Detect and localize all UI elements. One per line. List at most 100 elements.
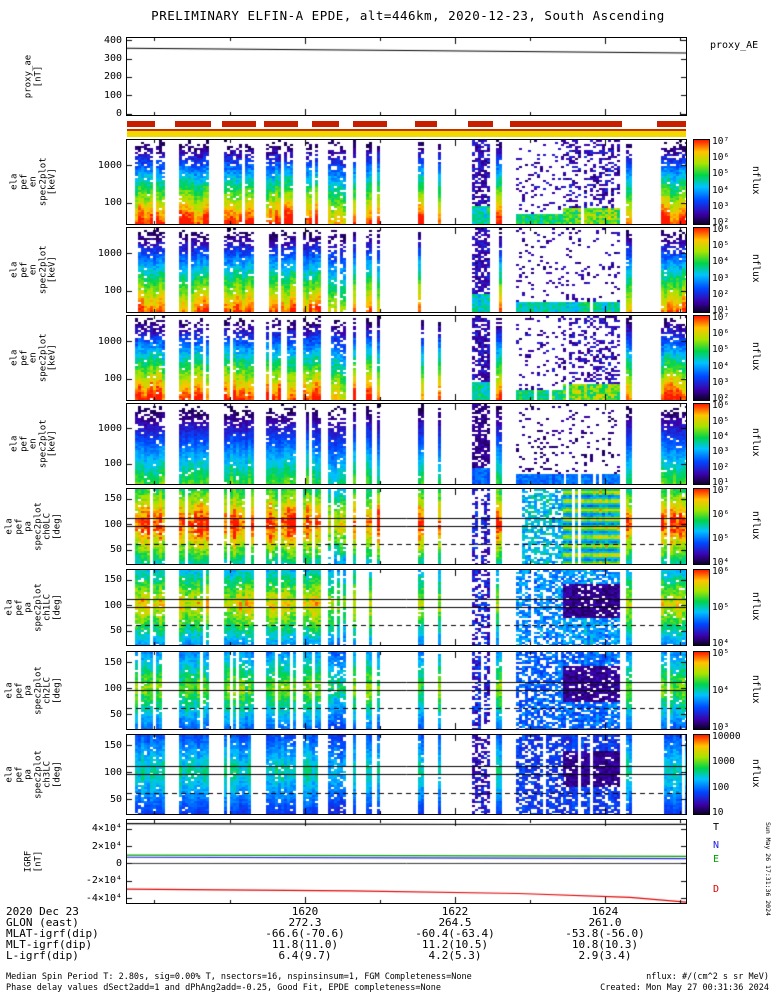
en4-plot <box>126 403 687 485</box>
pa2-colorbar <box>693 651 710 730</box>
en2-cbar-label: nflux <box>750 254 761 283</box>
pa2-ytick: 150 <box>103 656 122 668</box>
en4-cbtick: 10⁴ <box>712 430 730 442</box>
igrf-ytick: -2×10⁴ <box>85 875 122 887</box>
pa0-ytick: 100 <box>103 518 122 530</box>
igrf-ytick: 4×10⁴ <box>91 823 122 835</box>
proxy_ae-ytick: 200 <box>103 71 122 83</box>
igrf-legend-T: T <box>713 822 720 833</box>
en1-cbtick: 10⁶ <box>712 152 730 164</box>
igrf-legend-D: D <box>713 884 720 895</box>
en2-cbtick: 10⁴ <box>712 256 730 268</box>
availability-segment <box>414 121 438 127</box>
en1-cbtick: 10² <box>712 216 730 228</box>
en2-cbtick: 10⁶ <box>712 224 730 236</box>
availability-segment <box>127 121 155 127</box>
en4-cbtick: 10⁵ <box>712 415 730 427</box>
en4-ytick: 100 <box>103 458 122 470</box>
en1-plot <box>126 139 687 225</box>
ephemeris-value: 272.3 <box>288 916 322 929</box>
xaxis-date: 2020 Dec 23 <box>6 905 79 918</box>
pa3-ytick: 150 <box>103 739 122 751</box>
igrf-ytick: 0 <box>115 858 122 869</box>
pa2-ytick: 100 <box>103 682 122 694</box>
pa1-cbtick: 10⁴ <box>712 638 730 649</box>
en3-colorbar <box>693 315 710 401</box>
pa3-ytick: 50 <box>109 793 122 805</box>
availability-segment <box>311 121 340 127</box>
availability-segment <box>222 121 256 127</box>
pa1-plot <box>126 569 687 646</box>
panel-en2: ela pef en spec2plot [keV] 1000 100 10⁶ 10⁵ 10⁴ 10… <box>0 224 775 316</box>
ephemeris-value: 264.5 <box>438 916 472 929</box>
xaxis-tick: 1620 <box>291 905 319 918</box>
en3-cbtick: 10⁶ <box>712 328 730 340</box>
ephemeris-row-label: GLON (east) <box>6 916 79 929</box>
ephemeris-value: 10.8(10.3) <box>571 938 639 951</box>
en3-plot <box>126 315 687 401</box>
figure-title: PRELIMINARY ELFIN-A EPDE, alt=446km, 202… <box>151 8 665 23</box>
footer-line-1: Median Spin Period T: 2.80s, sig=0.00% T… <box>6 972 472 982</box>
pa1-ytick: 100 <box>103 599 122 611</box>
igrf-plot <box>126 819 687 904</box>
en3-ytick: 100 <box>103 373 122 385</box>
ephemeris-value: -60.4(-63.4) <box>415 927 495 940</box>
igrf-legend-E: E <box>713 854 720 865</box>
ephemeris-value: 11.2(10.5) <box>421 938 489 951</box>
en4-cbtick: 10¹ <box>712 476 730 488</box>
en1-ytick: 1000 <box>97 159 122 171</box>
pa2-cbar-label: nflux <box>750 675 761 704</box>
igrf-ytick: -4×10⁴ <box>85 892 122 904</box>
panel-fast_bar <box>0 129 775 137</box>
pa0-cbtick: 10⁶ <box>712 509 730 520</box>
en4-cbtick: 10² <box>712 461 730 473</box>
pa0-cbar-label: nflux <box>750 511 761 540</box>
pa1-colorbar <box>693 569 710 646</box>
en4-cbtick: 10³ <box>712 446 730 458</box>
pa2-cbtick: 10³ <box>712 722 730 733</box>
proxy_ae-ytick: 0 <box>115 108 122 119</box>
panel-pa1: ela pef pa spec2plot ch1LC [deg] 150 100 50 10⁶ 10… <box>0 566 775 649</box>
en1-colorbar <box>693 139 710 225</box>
ephemeris-row-label: MLAT-igrf(dip) <box>6 927 99 940</box>
en4-ytick: 1000 <box>97 422 122 434</box>
plot-timestamp-vertical: Sun May 26 17:31:36 2024 <box>764 822 772 916</box>
availability-segment <box>174 121 211 127</box>
pa0-plot <box>126 488 687 565</box>
proxy_ae-ytick: 100 <box>103 89 122 101</box>
en4-cbtick: 10⁶ <box>712 400 730 412</box>
en2-cbtick: 10³ <box>712 272 730 284</box>
panel-pa3: ela pef pa spec2plot ch3LC [deg] 150 100 50 10000… <box>0 731 775 818</box>
panel-pa2: ela pef pa spec2plot ch2LC [deg] 150 100 50 10⁵ 10… <box>0 648 775 733</box>
en4-cbar-label: nflux <box>750 428 761 457</box>
xaxis-tick: 1622 <box>441 905 469 918</box>
pa2-cbtick: 10⁴ <box>712 685 730 696</box>
pa1-cbar-label: nflux <box>750 592 761 621</box>
panel-igrf: IGRF [nT] 4×10⁴ 2×10⁴ 0 -2×10⁴ -4×10⁴ T N E D <box>0 819 775 904</box>
availability-segment <box>353 121 387 127</box>
en2-ytick: 100 <box>103 285 122 297</box>
pa2-plot <box>126 651 687 730</box>
pa0-ytick: 150 <box>103 493 122 505</box>
proxy_ae-ytick: 400 <box>103 34 122 46</box>
en3-cbtick: 10⁵ <box>712 344 730 356</box>
footer-created: Created: Mon May 27 00:31:36 2024 <box>600 983 769 993</box>
ephemeris-value: 11.8(11.0) <box>271 938 339 951</box>
en1-cbtick: 10⁵ <box>712 168 730 180</box>
pa1-cbtick: 10⁵ <box>712 602 730 613</box>
en3-cbar-label: nflux <box>750 342 761 371</box>
availability-segment <box>264 121 298 127</box>
en4-colorbar <box>693 403 710 485</box>
pa0-cbtick: 10⁵ <box>712 533 730 544</box>
pa3-cbtick: 10000 <box>712 731 741 743</box>
pa0-cbtick: 10⁷ <box>712 485 730 496</box>
en2-colorbar <box>693 227 710 313</box>
ephemeris-value: 6.4(9.7) <box>278 949 332 962</box>
pa0-cbtick: 10⁴ <box>712 557 730 568</box>
pa3-cbtick: 10 <box>712 806 724 818</box>
ephemeris-value: -66.6(-70.6) <box>265 927 345 940</box>
en2-ytick: 1000 <box>97 247 122 259</box>
panel-data_avail_bar <box>0 121 775 127</box>
en3-ytick: 1000 <box>97 335 122 347</box>
footer-line-2: Phase delay values dSect2add=1 and dPhAn… <box>6 983 441 993</box>
